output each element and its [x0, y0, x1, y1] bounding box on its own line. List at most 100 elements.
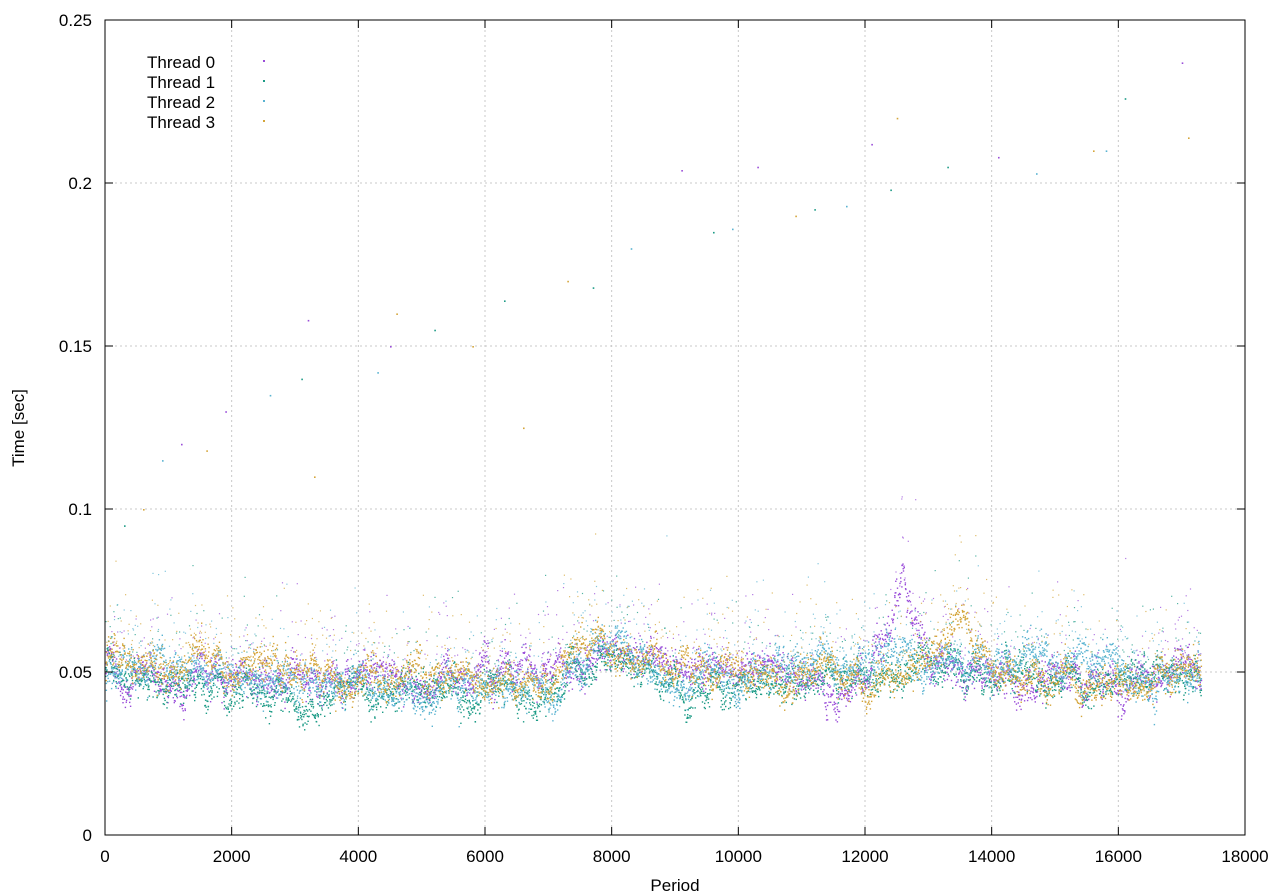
data-point	[1094, 679, 1097, 682]
data-point	[1078, 667, 1080, 669]
data-point	[834, 702, 837, 705]
data-point	[1168, 682, 1170, 684]
data-point	[754, 666, 756, 668]
data-point	[434, 689, 436, 691]
data-point	[113, 651, 115, 654]
data-point	[959, 670, 961, 672]
data-point	[296, 583, 298, 585]
data-point	[295, 706, 298, 708]
data-point	[351, 687, 353, 689]
data-point	[959, 662, 962, 665]
data-point	[365, 669, 367, 671]
data-point	[512, 667, 514, 670]
data-point	[1197, 660, 1199, 662]
data-point	[429, 692, 432, 694]
data-point	[663, 653, 666, 655]
data-point	[933, 659, 935, 662]
data-point	[249, 668, 251, 670]
data-point	[724, 653, 727, 655]
data-point	[760, 675, 762, 677]
data-point	[174, 669, 177, 671]
data-point	[125, 699, 128, 702]
data-point	[386, 701, 388, 703]
data-point	[126, 692, 128, 694]
data-point	[361, 685, 363, 688]
data-point	[844, 694, 846, 697]
data-point	[147, 653, 149, 655]
data-point	[469, 683, 472, 685]
data-point	[711, 612, 713, 614]
data-point	[434, 682, 436, 684]
data-point	[607, 649, 610, 651]
data-point	[545, 664, 548, 666]
data-point	[340, 685, 342, 687]
data-point	[594, 641, 596, 644]
data-point	[205, 684, 207, 686]
data-point	[391, 694, 394, 696]
data-point	[113, 654, 115, 656]
data-point	[478, 704, 480, 706]
data-point	[354, 688, 356, 691]
data-point	[781, 667, 784, 669]
data-point	[437, 682, 439, 684]
data-point	[124, 686, 127, 688]
data-point	[113, 611, 115, 613]
data-point	[798, 667, 800, 669]
data-point	[952, 659, 954, 662]
data-point	[230, 680, 232, 683]
data-point	[502, 667, 504, 669]
data-point	[175, 674, 177, 676]
data-point	[276, 690, 278, 693]
data-point	[187, 675, 189, 677]
data-point	[207, 708, 209, 711]
data-point	[620, 650, 622, 653]
data-point	[529, 663, 531, 665]
data-point	[958, 673, 960, 675]
data-point	[382, 674, 384, 676]
data-point	[402, 690, 404, 692]
data-point	[370, 659, 372, 661]
data-point	[876, 634, 878, 637]
data-point	[478, 665, 481, 667]
data-point	[979, 672, 982, 674]
data-point	[191, 683, 194, 685]
data-point	[382, 711, 384, 713]
data-point	[269, 715, 272, 717]
data-point	[464, 684, 466, 686]
data-point	[675, 656, 677, 658]
data-point	[972, 665, 974, 668]
data-point	[467, 706, 469, 708]
data-point	[912, 592, 914, 594]
data-point	[291, 667, 293, 669]
data-point	[175, 682, 177, 684]
data-point	[265, 695, 267, 698]
data-point	[1078, 680, 1080, 683]
data-point	[772, 662, 775, 664]
data-point	[604, 651, 606, 653]
data-point	[182, 678, 184, 680]
data-point	[345, 696, 347, 698]
data-point	[215, 661, 217, 663]
data-point	[827, 685, 829, 687]
data-point	[303, 716, 305, 718]
data-point	[377, 671, 379, 673]
data-point	[553, 663, 555, 665]
data-point	[385, 707, 387, 709]
data-point	[901, 496, 903, 498]
data-point	[252, 669, 254, 671]
data-point	[313, 715, 316, 717]
data-point	[1125, 701, 1127, 703]
data-point	[414, 695, 417, 697]
data-point	[358, 660, 361, 663]
data-point	[507, 660, 509, 662]
data-point	[781, 659, 783, 661]
data-point	[418, 682, 420, 685]
data-point	[620, 622, 622, 624]
data-point	[359, 677, 361, 679]
data-point	[912, 622, 914, 624]
data-point	[160, 678, 163, 680]
data-point	[828, 701, 830, 703]
data-point	[900, 580, 902, 583]
data-point	[429, 677, 431, 680]
data-point	[389, 669, 392, 671]
